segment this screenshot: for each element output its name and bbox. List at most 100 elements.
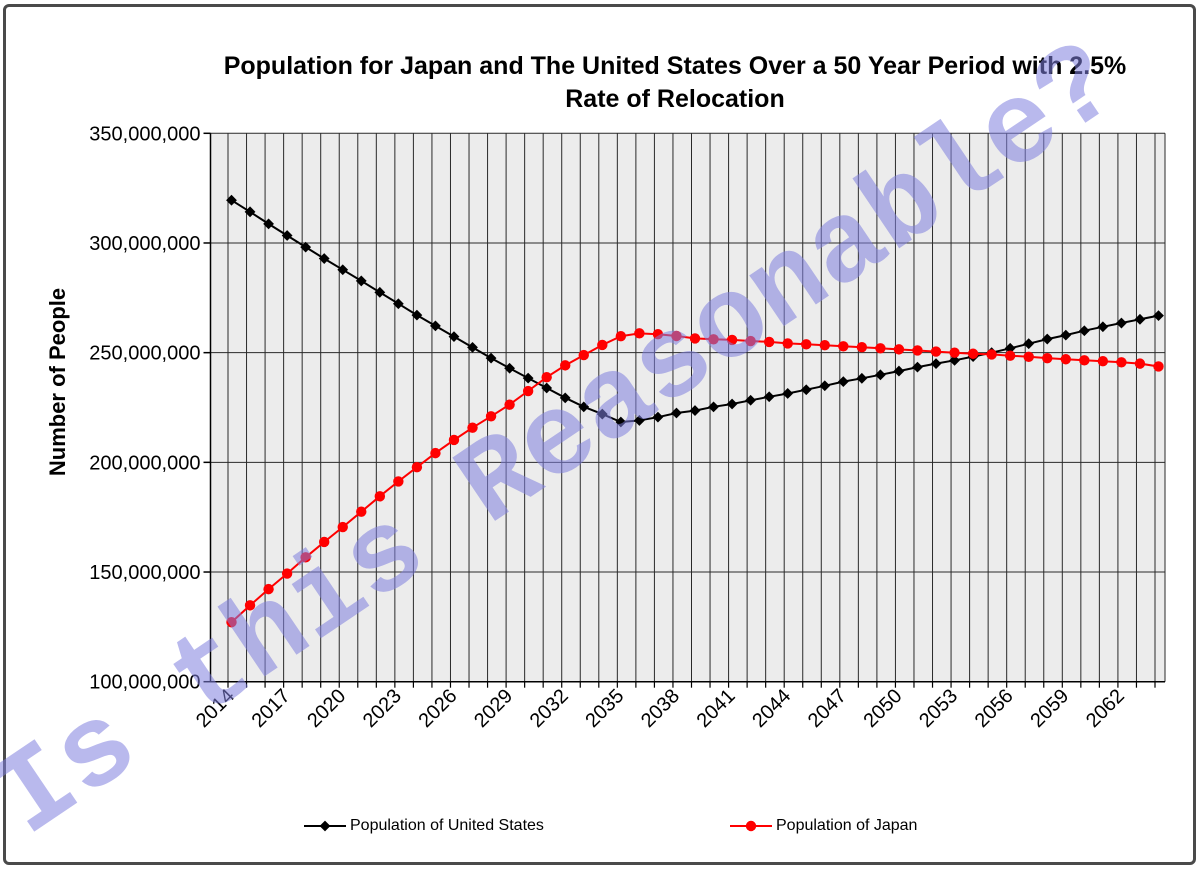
- us-data-point-diamond-icon: [671, 407, 682, 419]
- us-data-point-diamond-icon: [226, 194, 237, 206]
- japan-data-point-circle-icon: [967, 348, 979, 359]
- japan-data-point-circle-icon: [986, 349, 997, 360]
- us-data-point-diamond-icon: [578, 401, 590, 413]
- us-data-point-diamond-icon: [559, 392, 571, 404]
- japan-data-point-circle-icon: [726, 334, 738, 346]
- us-data-point-diamond-icon: [763, 391, 775, 403]
- japan-data-point-circle-icon: [300, 552, 311, 563]
- us-data-point-diamond-icon: [1060, 329, 1072, 341]
- japan-data-point-circle-icon: [411, 461, 423, 473]
- us-data-point-diamond-icon: [1134, 313, 1146, 325]
- us-data-point-diamond-icon: [837, 376, 849, 388]
- japan-data-point-circle-icon: [1079, 355, 1090, 366]
- us-data-point-diamond-icon: [1078, 325, 1090, 337]
- japan-data-point-circle-icon: [949, 347, 960, 358]
- us-data-point-diamond-icon: [930, 358, 942, 370]
- japan-data-point-circle-icon: [745, 335, 756, 347]
- japan-data-point-circle-icon: [1097, 356, 1109, 367]
- japan-data-point-circle-icon: [1004, 350, 1016, 361]
- japan-data-point-circle-icon: [1153, 361, 1164, 372]
- us-data-point-diamond-icon: [819, 380, 831, 392]
- japan-data-point-circle-icon: [671, 330, 682, 342]
- japan-data-point-circle-icon: [708, 334, 719, 345]
- us-data-point-diamond-icon: [596, 408, 608, 420]
- x-tick-label: 2059: [1026, 685, 1073, 732]
- japan-data-point-circle-icon: [819, 340, 830, 351]
- us-data-point-diamond-icon: [912, 361, 923, 373]
- x-tick-label: 2017: [248, 685, 295, 732]
- us-data-point-diamond-icon: [1153, 310, 1164, 321]
- y-tick-label: 350,000,000: [89, 123, 200, 145]
- us-data-point-diamond-icon: [856, 372, 868, 384]
- japan-data-point-circle-icon: [1023, 351, 1034, 363]
- us-data-point-diamond-icon: [633, 415, 645, 426]
- japan-data-point-circle-icon: [374, 491, 386, 502]
- us-data-point-diamond-icon: [522, 372, 534, 384]
- japan-data-point-circle-icon: [1134, 358, 1146, 369]
- us-data-point-diamond-icon: [689, 405, 701, 416]
- japan-data-point-circle-icon: [319, 536, 330, 548]
- us-data-point-diamond-icon: [392, 298, 404, 310]
- japan-data-point-circle-icon: [244, 600, 256, 611]
- japan-data-point-circle-icon: [1116, 357, 1127, 368]
- x-tick-label: 2050: [859, 685, 906, 732]
- japan-data-point-circle-icon: [504, 399, 515, 410]
- japan-data-point-circle-icon: [1060, 354, 1072, 365]
- japan-data-point-circle-icon: [856, 341, 868, 353]
- japan-data-point-circle-icon: [615, 331, 627, 342]
- us-data-point-diamond-icon: [949, 354, 960, 366]
- y-tick-label: 300,000,000: [89, 233, 200, 255]
- x-tick-label: 2053: [915, 685, 962, 732]
- japan-data-point-circle-icon: [930, 346, 942, 357]
- japan-data-point-circle-icon: [597, 339, 608, 351]
- japan-data-point-circle-icon: [652, 329, 664, 340]
- japan-data-point-circle-icon: [281, 568, 293, 579]
- us-data-point-diamond-icon: [1041, 333, 1053, 345]
- y-tick-label: 150,000,000: [89, 562, 200, 584]
- x-tick-label: 2020: [303, 685, 350, 732]
- us-data-point-diamond-icon: [875, 369, 886, 381]
- us-data-point-diamond-icon: [374, 286, 386, 298]
- us-data-point-diamond-icon: [652, 411, 664, 423]
- japan-data-point-circle-icon: [485, 411, 497, 422]
- us-data-point-diamond-icon: [281, 230, 293, 241]
- us-data-point-diamond-icon: [244, 206, 256, 218]
- japan-data-point-circle-icon: [634, 328, 645, 339]
- us-data-point-diamond-icon: [485, 352, 497, 364]
- us-data-point-diamond-icon: [504, 362, 515, 374]
- japan-data-point-circle-icon: [875, 343, 886, 354]
- japan-data-point-circle-icon: [522, 385, 534, 397]
- japan-data-point-circle-icon: [337, 521, 348, 533]
- us-data-point-diamond-icon: [541, 382, 553, 394]
- japan-data-point-circle-icon: [1042, 352, 1053, 364]
- japan-data-point-circle-icon: [356, 506, 367, 517]
- x-tick-label: 2056: [971, 685, 1018, 732]
- us-data-point-diamond-icon: [448, 331, 460, 343]
- us-data-point-diamond-icon: [300, 241, 312, 253]
- us-data-point-diamond-icon: [263, 218, 274, 230]
- x-tick-label: 2044: [748, 685, 795, 732]
- japan-data-point-circle-icon: [448, 434, 460, 446]
- japan-data-point-circle-icon: [467, 422, 478, 433]
- japan-data-point-circle-icon: [689, 333, 701, 344]
- x-tick-label: 2047: [804, 685, 851, 732]
- us-data-point-diamond-icon: [726, 398, 738, 410]
- us-data-point-diamond-icon: [1023, 338, 1035, 350]
- chart-title: Population for Japan and The United Stat…: [223, 52, 1127, 113]
- us-data-point-diamond-icon: [1004, 342, 1016, 354]
- x-tick-label: 2035: [581, 685, 628, 732]
- us-data-point-diamond-icon: [800, 384, 812, 396]
- japan-data-point-circle-icon: [226, 617, 237, 628]
- us-data-point-diamond-icon: [355, 275, 367, 287]
- us-data-point-diamond-icon: [782, 388, 794, 399]
- us-data-point-diamond-icon: [318, 253, 330, 264]
- us-data-point-diamond-icon: [615, 416, 627, 428]
- us-data-point-diamond-icon: [893, 365, 905, 377]
- x-tick-label: 2026: [414, 685, 461, 732]
- x-tick-label: 2023: [359, 685, 406, 732]
- us-data-point-diamond-icon: [411, 309, 423, 321]
- us-data-point-diamond-icon: [745, 394, 757, 406]
- x-tick-label: 2032: [526, 685, 573, 732]
